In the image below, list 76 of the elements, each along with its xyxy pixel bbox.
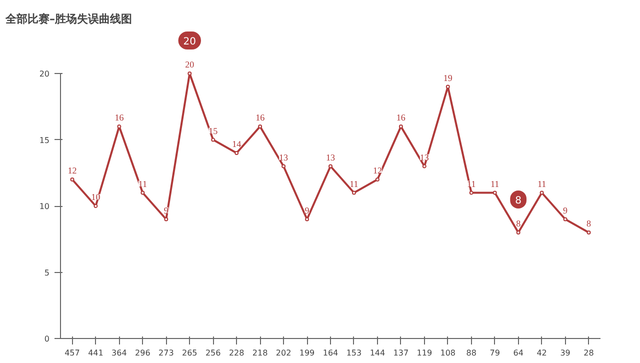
point (94, 204, 98, 208)
x-tick-label: 39 (560, 348, 570, 358)
x-tick-label: 364 (112, 348, 127, 358)
point (328, 164, 332, 168)
data-label: 16 (396, 112, 406, 122)
data-label: 8 (586, 218, 592, 228)
point (375, 178, 380, 182)
x-tick-label: 199 (299, 348, 315, 358)
data-label: 11 (138, 178, 148, 189)
point (234, 151, 239, 155)
annotation: 20 (183, 36, 196, 48)
data-label: 9 (304, 205, 310, 216)
point (352, 190, 356, 195)
data-label: 12 (68, 166, 77, 176)
x-tick-label: 119 (416, 348, 432, 358)
point (70, 178, 74, 182)
point (188, 72, 192, 76)
data-label: 8 (516, 218, 522, 228)
x-tick-label: 457 (64, 348, 80, 358)
point (282, 164, 286, 168)
point (586, 230, 591, 234)
point (540, 190, 544, 195)
point (117, 124, 122, 128)
y-tick-label: 20 (39, 70, 50, 78)
point (140, 190, 145, 195)
point (563, 217, 568, 222)
x-tick-label: 202 (276, 348, 292, 358)
x-tick-label: 153 (346, 348, 362, 358)
point (446, 84, 450, 89)
annotation: 8 (515, 196, 522, 206)
data-label: 16 (114, 112, 124, 122)
x-tick-label: 88 (466, 348, 476, 358)
point (422, 164, 426, 168)
x-tick-label: 144 (370, 348, 386, 358)
x-tick-label: 296 (135, 348, 150, 358)
x-tick-label: 79 (490, 348, 500, 358)
x-tick-label: 218 (252, 348, 268, 358)
y-tick-label: 0 (44, 334, 50, 344)
point (492, 190, 497, 195)
data-label: 16 (256, 112, 266, 122)
data-label: 11 (350, 178, 358, 189)
point (164, 217, 168, 222)
x-tick-label: 108 (440, 348, 456, 358)
data-label: 14 (232, 139, 242, 149)
data-label: 11 (467, 178, 476, 189)
data-label: 9 (563, 205, 568, 216)
x-tick-label: 441 (88, 348, 104, 358)
x-tick-label: 265 (182, 348, 198, 358)
point (469, 190, 474, 195)
x-tick-label: 42 (536, 348, 547, 358)
point (211, 138, 216, 142)
data-label: 15 (208, 126, 218, 136)
data-label: 11 (537, 178, 546, 189)
chart-title: 全部比赛–胜场失误曲线图 (4, 12, 132, 26)
y-tick-label: 5 (44, 268, 50, 278)
data-label: 9 (164, 205, 169, 216)
data-label: 11 (490, 178, 500, 189)
data-label: 20 (185, 60, 195, 70)
x-tick-label: 273 (158, 348, 174, 358)
point (258, 124, 262, 128)
data-label: 13 (420, 152, 430, 162)
data-label: 12 (372, 166, 382, 176)
y-tick-label: 15 (39, 136, 50, 145)
data-label: 10 (91, 192, 101, 202)
data-label: 13 (279, 152, 289, 162)
x-tick-label: 64 (513, 348, 524, 358)
x-tick-label: 137 (393, 348, 409, 358)
point (398, 124, 403, 128)
y-tick-label: 10 (39, 202, 50, 211)
x-tick-label: 256 (205, 348, 221, 358)
data-label: 13 (326, 152, 336, 162)
point (305, 217, 310, 222)
x-tick-label: 28 (584, 348, 594, 358)
x-tick-label: 228 (228, 348, 244, 358)
x-tick-label: 164 (322, 348, 338, 358)
data-label: 19 (443, 72, 453, 83)
